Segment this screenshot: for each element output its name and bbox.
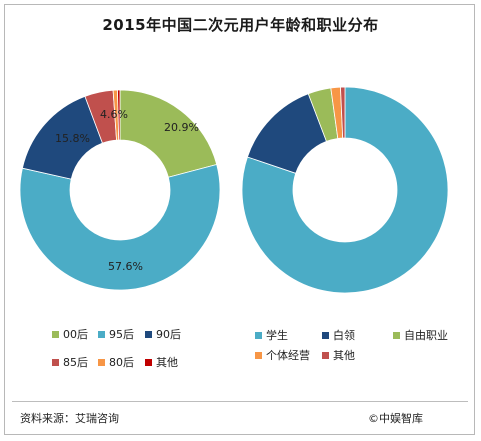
donut-slice-其他 [117, 89, 121, 141]
footer-divider [12, 401, 468, 402]
legend-label: 自由职业 [404, 329, 448, 342]
donut-slice-95后 [19, 164, 221, 291]
legend-label: 白领 [333, 329, 355, 342]
legend-swatch [98, 358, 105, 366]
legend-item: 90后 [145, 326, 181, 342]
legend-swatch [145, 330, 152, 338]
chart-title: 2015年中国二次元用户年龄和职业分布 [102, 16, 379, 34]
legend-swatch [255, 351, 262, 359]
legend-item: 95后 [98, 326, 134, 342]
legend-label: 80后 [109, 356, 134, 369]
slice-data-label: 15.8% [55, 132, 90, 145]
legend-swatch [322, 351, 329, 359]
legend-label: 其他 [333, 349, 355, 362]
donut-age: 20.9% 57.6% 15.8% 4.6% [19, 89, 221, 291]
legend-item: 自由职业 [393, 327, 448, 343]
donut-slice-其他 [340, 86, 346, 139]
legend-item: 00后 [52, 326, 88, 342]
legend-item: 80后 [98, 354, 134, 370]
legend-item: 学生 [255, 327, 288, 343]
slice-data-label: 20.9% [164, 121, 199, 134]
donut-slice-学生 [241, 86, 449, 294]
legend-label: 个体经营 [266, 349, 310, 362]
legend-swatch [255, 331, 262, 339]
legend-label: 其他 [156, 356, 178, 369]
legend-swatch [393, 331, 400, 339]
legend-swatch [52, 330, 59, 338]
legend-item: 85后 [52, 354, 88, 370]
slice-data-label: 57.6% [108, 260, 143, 273]
legend-label: 85后 [63, 356, 88, 369]
legend-label: 00后 [63, 328, 88, 341]
source-note: 资料来源：艾瑞咨询 [20, 412, 119, 425]
legend-label: 95后 [109, 328, 134, 341]
legend-item: 其他 [145, 354, 178, 370]
legend-item: 白领 [322, 327, 355, 343]
legend-item: 其他 [322, 347, 355, 363]
legend-swatch [322, 331, 329, 339]
legend-label: 学生 [266, 329, 288, 342]
legend-swatch [145, 358, 152, 366]
donut-occupation [241, 86, 449, 294]
legend-item: 个体经营 [255, 347, 310, 363]
legend-swatch [52, 358, 59, 366]
brand-credit: ©中娱智库 [368, 412, 423, 425]
slice-data-label: 4.6% [100, 108, 128, 121]
legend-swatch [98, 330, 105, 338]
legend-label: 90后 [156, 328, 181, 341]
